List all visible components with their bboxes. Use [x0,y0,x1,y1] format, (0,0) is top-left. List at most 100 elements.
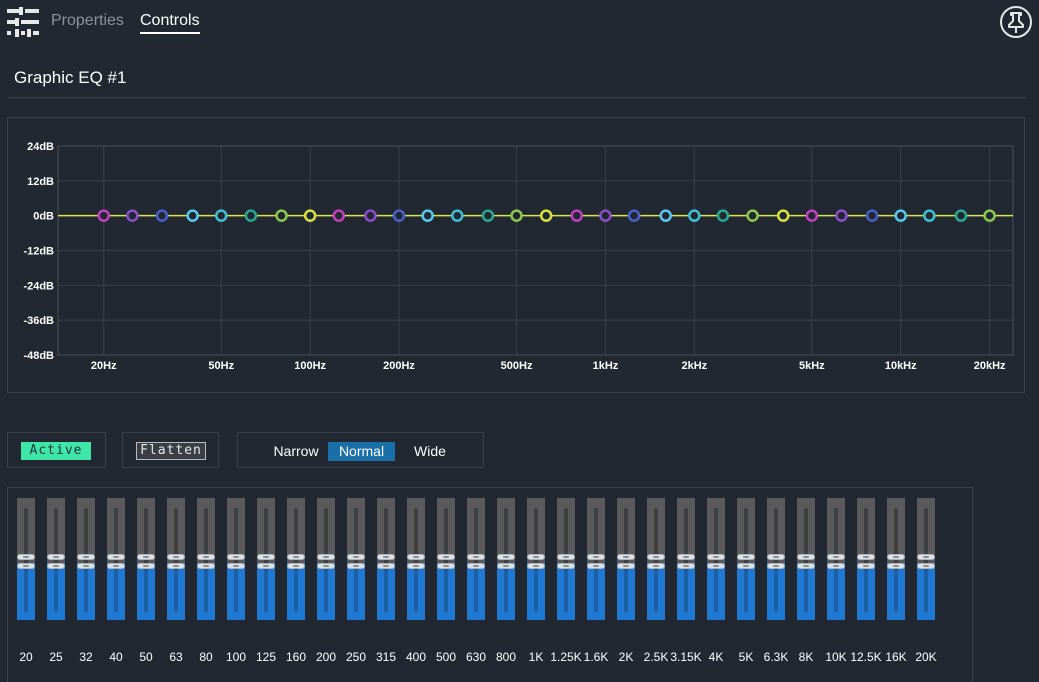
band-slider[interactable] [467,498,485,620]
tab-properties[interactable]: Properties [51,12,124,29]
band-slider-thumb[interactable] [437,552,455,574]
band-frequency-label: 2.5K [643,650,669,664]
band-slider-thumb[interactable] [227,552,245,574]
band-slider-thumb[interactable] [197,552,215,574]
band-slider[interactable] [587,498,605,620]
band-slider-thumb[interactable] [257,552,275,574]
band-slider-groove [474,508,478,612]
band-slider-thumb[interactable] [857,552,875,574]
eq-band-point [364,209,377,222]
bandwidth-narrow-option[interactable]: Narrow [273,443,319,459]
band-slider[interactable] [827,498,845,620]
band-slider-groove-fill [354,569,358,612]
band-slider-thumb[interactable] [887,552,905,574]
band-frequency-label: 10K [825,650,847,664]
band-slider[interactable] [647,498,665,620]
band-slider[interactable] [257,498,275,620]
band-slider-thumb[interactable] [17,552,35,574]
tab-controls[interactable]: Controls [140,12,200,34]
band-slider-thumb[interactable] [767,552,785,574]
band-slider[interactable] [77,498,95,620]
band-frequency-label: 8K [798,650,814,664]
band-slider-thumb[interactable] [317,552,335,574]
band-slider-groove [294,508,298,612]
band-slider-thumb[interactable] [677,552,695,574]
eq-response-chart: 24dB 12dB 0dB -12dB -24dB -36dB -48dB 20Hz 50Hz 1… [23,141,1014,372]
eq-band-point [392,209,406,222]
pin-button[interactable] [1000,6,1032,38]
band-slider[interactable] [557,498,575,620]
band-slider[interactable] [17,498,35,620]
band-slider[interactable] [167,498,185,620]
band-slider-groove [804,508,808,612]
band-slider[interactable] [917,498,935,620]
band-slider-thumb[interactable] [347,552,365,574]
band-frequency-label: 200 [315,650,337,664]
band-slider-groove-fill [894,569,898,612]
band-slider[interactable] [137,498,155,620]
x-tick-label: 200Hz [383,360,415,372]
band-slider[interactable] [407,498,425,620]
band-slider[interactable] [497,498,515,620]
band-slider-groove-fill [414,569,418,612]
bandwidth-wide-option[interactable]: Wide [414,443,446,459]
band-slider-thumb[interactable] [287,552,305,574]
band-slider[interactable] [767,498,785,620]
eq-band-point [275,209,288,222]
band-slider-thumb[interactable] [557,552,575,574]
band-slider[interactable] [527,498,545,620]
band-slider-groove [444,508,448,612]
band-slider-thumb[interactable] [647,552,665,574]
band-slider[interactable] [377,498,395,620]
band-slider[interactable] [707,498,725,620]
band-slider-thumb[interactable] [737,552,755,574]
band-slider[interactable] [437,498,455,620]
band-slider-thumb[interactable] [797,552,815,574]
bandwidth-normal-option[interactable]: Normal [328,442,395,461]
band-slider[interactable] [317,498,335,620]
band-slider[interactable] [617,498,635,620]
band-frequency-label: 315 [375,650,397,664]
band-slider-thumb[interactable] [137,552,155,574]
band-slider-thumb[interactable] [617,552,635,574]
band-slider[interactable] [737,498,755,620]
eq-band-point [659,209,672,222]
band-slider-thumb[interactable] [167,552,185,574]
band-slider-thumb[interactable] [917,552,935,574]
x-tick-label: 10kHz [885,360,917,372]
band-slider-thumb[interactable] [707,552,725,574]
band-slider[interactable] [197,498,215,620]
band-frequency-label: 4K [708,650,724,664]
band-slider-thumb[interactable] [527,552,545,574]
band-slider-thumb[interactable] [827,552,845,574]
band-slider[interactable] [47,498,65,620]
band-slider[interactable] [107,498,125,620]
band-slider[interactable] [227,498,245,620]
flatten-button[interactable]: Flatten [136,442,206,460]
band-slider-groove-fill [594,569,598,612]
band-slider-thumb[interactable] [467,552,485,574]
sliders-icon[interactable] [7,7,39,37]
band-slider-thumb[interactable] [47,552,65,574]
band-slider[interactable] [857,498,875,620]
band-slider-thumb[interactable] [587,552,605,574]
band-slider-groove-fill [264,569,268,612]
band-frequency-label: 63 [169,650,183,664]
band-slider[interactable] [887,498,905,620]
band-slider-thumb[interactable] [497,552,515,574]
band-slider-groove-fill [324,569,328,612]
band-slider-groove-fill [864,569,868,612]
band-slider-thumb[interactable] [407,552,425,574]
band-slider[interactable] [287,498,305,620]
band-slider[interactable] [677,498,695,620]
band-slider-groove [24,508,28,612]
band-slider-thumb[interactable] [107,552,125,574]
band-slider-groove-fill [774,569,778,612]
band-slider[interactable] [347,498,365,620]
band-slider[interactable] [797,498,815,620]
band-slider-groove [234,508,238,612]
active-toggle-button[interactable]: Active [21,442,91,460]
band-slider-groove [174,508,178,612]
band-slider-thumb[interactable] [77,552,95,574]
band-slider-thumb[interactable] [377,552,395,574]
